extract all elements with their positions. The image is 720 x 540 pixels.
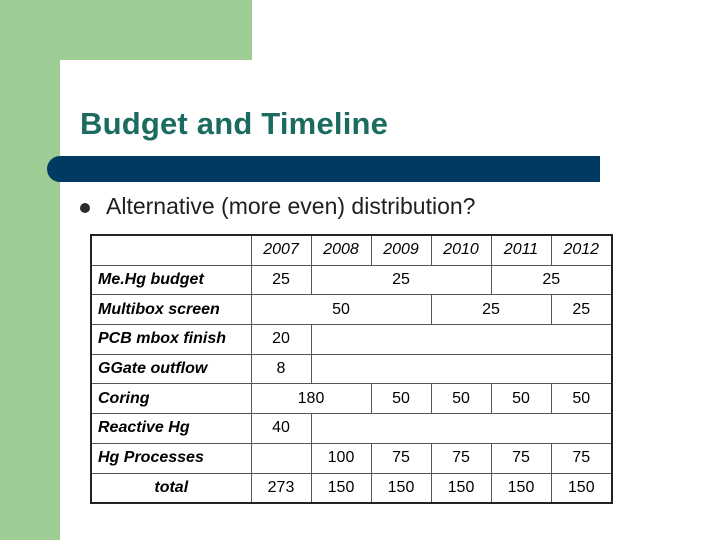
value-cell: 25: [310, 264, 492, 296]
value-cell: 50: [550, 383, 613, 415]
value-cell: 50: [490, 383, 552, 415]
total-value-cell: 150: [310, 472, 372, 504]
row-label-cell: Me.Hg budget: [90, 264, 252, 296]
row-label-cell: Multibox screen: [90, 294, 252, 326]
row-label-cell: PCB mbox finish: [90, 324, 252, 355]
total-value-cell: 273: [250, 472, 312, 504]
value-cell: [310, 413, 613, 444]
slide-title: Budget and Timeline: [80, 106, 389, 141]
value-cell: 75: [490, 442, 552, 474]
green-sidebar-decoration: [0, 0, 60, 540]
budget-table: 2007 2008 2009 2010 2011 2012 Me.Hg budget 25 25…: [90, 234, 613, 505]
year-header-cell: 2011: [490, 234, 552, 266]
value-cell: 20: [250, 324, 312, 355]
total-value-cell: 150: [550, 472, 613, 504]
value-cell: 25: [550, 294, 613, 326]
value-cell: 50: [430, 383, 492, 415]
table-row: GGate outflow 8: [90, 353, 613, 385]
value-cell: [250, 442, 312, 474]
row-label-cell: Hg Processes: [90, 442, 252, 474]
year-header-cell: 2010: [430, 234, 492, 266]
year-header-cell: 2008: [310, 234, 372, 266]
total-value-cell: 150: [430, 472, 492, 504]
value-cell: 75: [370, 442, 432, 474]
table-header-row: 2007 2008 2009 2010 2011 2012: [90, 234, 613, 266]
row-label-cell: Reactive Hg: [90, 413, 252, 444]
green-top-decoration: [0, 0, 252, 60]
value-cell: 75: [550, 442, 613, 474]
value-cell: [310, 353, 613, 385]
bullet-text: Alternative (more even) distribution?: [106, 193, 476, 219]
table-row: Multibox screen 50 25 25: [90, 294, 613, 326]
value-cell: 75: [430, 442, 492, 474]
table-row: total 273 150 150 150 150 150: [90, 472, 613, 504]
table-row: PCB mbox finish 20: [90, 324, 613, 355]
value-cell: 40: [250, 413, 312, 444]
value-cell: 50: [370, 383, 432, 415]
total-value-cell: 150: [370, 472, 432, 504]
table-row: Hg Processes 100 75 75 75 75: [90, 442, 613, 474]
rounded-corner-decoration: [60, 60, 106, 106]
table-row: Reactive Hg 40: [90, 413, 613, 444]
value-cell: 180: [250, 383, 372, 415]
value-cell: 25: [430, 294, 552, 326]
row-label-cell: Coring: [90, 383, 252, 415]
year-header-cell: 2007: [250, 234, 312, 266]
year-header-cell: 2009: [370, 234, 432, 266]
value-cell: 8: [250, 353, 312, 385]
value-cell: 100: [310, 442, 372, 474]
table-row: Me.Hg budget 25 25 25: [90, 264, 613, 296]
row-label-cell: GGate outflow: [90, 353, 252, 385]
value-cell: 25: [250, 264, 312, 296]
total-label-cell: total: [90, 472, 252, 504]
total-value-cell: 150: [490, 472, 552, 504]
value-cell: 50: [250, 294, 432, 326]
value-cell: 25: [490, 264, 613, 296]
title-underline-bar: [47, 156, 600, 182]
value-cell: [310, 324, 613, 355]
table-row: Coring 180 50 50 50 50: [90, 383, 613, 415]
header-corner-cell: [90, 234, 252, 266]
bullet-dot-icon: [80, 203, 90, 213]
year-header-cell: 2012: [550, 234, 613, 266]
